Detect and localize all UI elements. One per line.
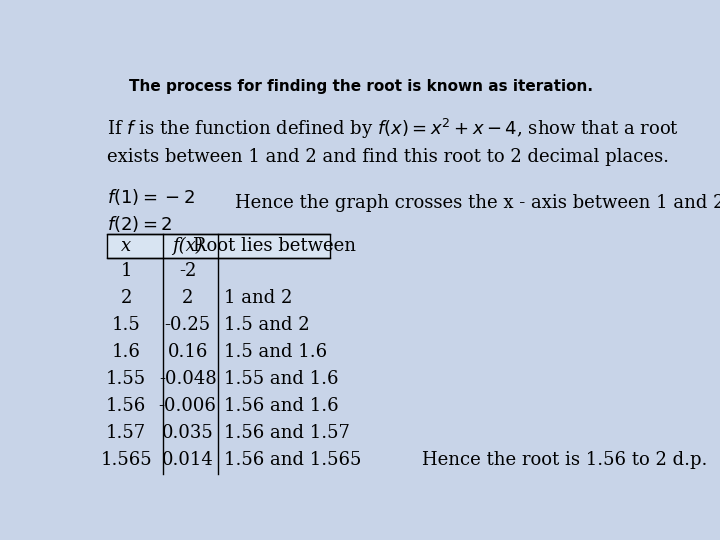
Text: 2: 2 <box>182 289 194 307</box>
Text: Hence the root is 1.56 to 2 d.p.: Hence the root is 1.56 to 2 d.p. <box>422 451 707 469</box>
Text: $f(2) = 2$: $f(2) = 2$ <box>107 214 172 234</box>
Text: exists between 1 and 2 and find this root to 2 decimal places.: exists between 1 and 2 and find this roo… <box>107 148 669 166</box>
Text: -0.25: -0.25 <box>165 316 211 334</box>
Text: 1.55: 1.55 <box>107 370 146 388</box>
Text: Hence the graph crosses the x - axis between 1 and 2.: Hence the graph crosses the x - axis bet… <box>235 194 720 212</box>
Text: 0.035: 0.035 <box>162 424 214 442</box>
Text: 1.56 and 1.6: 1.56 and 1.6 <box>224 397 338 415</box>
Text: 0.16: 0.16 <box>168 343 208 361</box>
Text: 1.5 and 2: 1.5 and 2 <box>224 316 310 334</box>
Text: -2: -2 <box>179 262 197 280</box>
Text: If $f$ is the function defined by $f(x) = x^2 + x - 4$, show that a root: If $f$ is the function defined by $f(x) … <box>107 117 679 141</box>
Text: 1.565: 1.565 <box>101 451 152 469</box>
Text: 1.56: 1.56 <box>106 397 146 415</box>
Text: -0.006: -0.006 <box>158 397 217 415</box>
Text: 1 and 2: 1 and 2 <box>224 289 292 307</box>
Text: 1.5 and 1.6: 1.5 and 1.6 <box>224 343 327 361</box>
Text: 1.55 and 1.6: 1.55 and 1.6 <box>224 370 338 388</box>
Text: 1.6: 1.6 <box>112 343 140 361</box>
Text: 1.5: 1.5 <box>112 316 140 334</box>
Bar <box>107 234 330 258</box>
Text: 1.56 and 1.57: 1.56 and 1.57 <box>224 424 350 442</box>
Text: 0.014: 0.014 <box>162 451 214 469</box>
Text: -0.048: -0.048 <box>159 370 217 388</box>
Text: x: x <box>121 237 131 255</box>
Text: 1.56 and 1.565: 1.56 and 1.565 <box>224 451 361 469</box>
Text: f(x): f(x) <box>172 237 203 255</box>
Text: 2: 2 <box>120 289 132 307</box>
Text: The process for finding the root is known as iteration.: The process for finding the root is know… <box>129 79 593 94</box>
Text: Root lies between: Root lies between <box>193 237 356 255</box>
Text: 1.57: 1.57 <box>107 424 146 442</box>
Text: 1: 1 <box>120 262 132 280</box>
Text: $f(1) = -2$: $f(1) = -2$ <box>107 187 194 207</box>
